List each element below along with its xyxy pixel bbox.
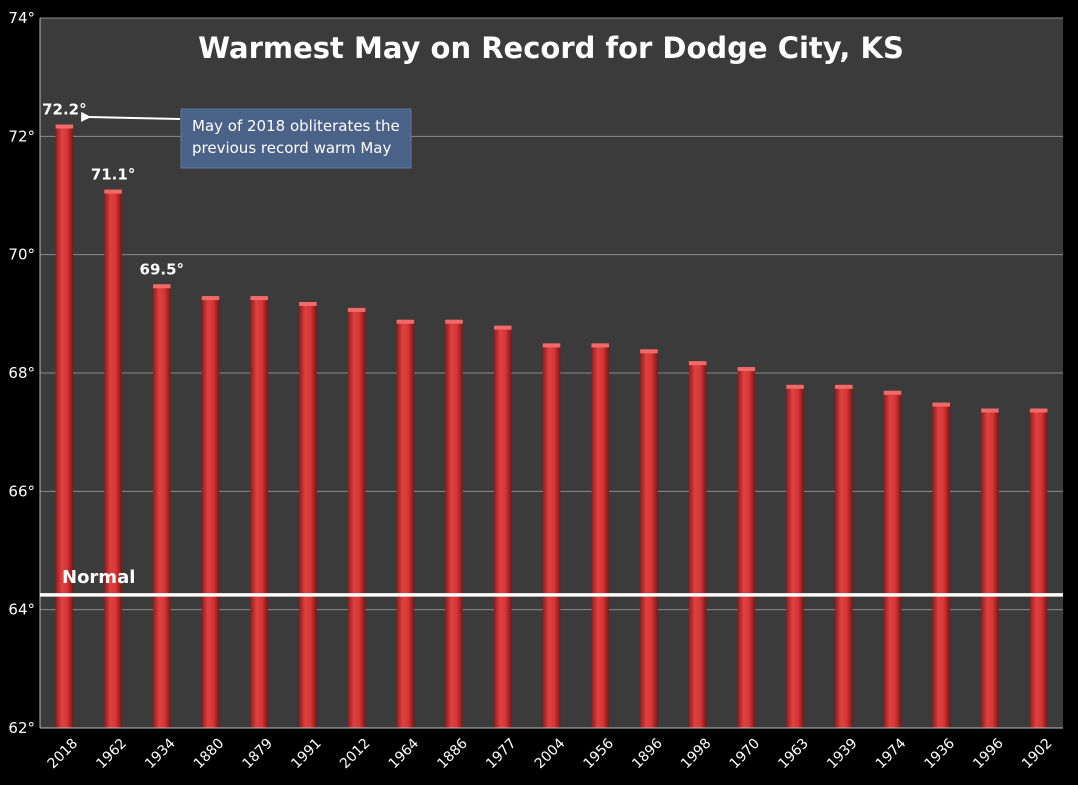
bar — [445, 319, 463, 728]
bar-top-highlight — [201, 296, 220, 301]
y-tick-label: 66° — [8, 482, 35, 500]
x-tick-label: 1977 — [483, 736, 520, 773]
bar — [250, 296, 268, 728]
bar — [883, 390, 902, 728]
normal-label: Normal — [62, 567, 135, 588]
x-tick-label: 2012 — [337, 736, 374, 773]
data-labels: 72.2° 71.1° 69.5° — [42, 101, 184, 279]
x-tick-label: 1956 — [581, 735, 618, 772]
x-tick-label: 1886 — [434, 735, 471, 772]
bar — [299, 302, 317, 728]
x-tick-label: 1970 — [727, 736, 764, 773]
x-tick-label: 2004 — [532, 735, 569, 772]
bar — [737, 367, 756, 728]
bar — [835, 384, 853, 728]
x-tick-label: 1998 — [678, 736, 715, 773]
x-tick-label: 1939 — [824, 736, 861, 773]
x-tick-label: 1991 — [288, 736, 325, 773]
x-tick-label: 1879 — [240, 736, 277, 773]
x-tick-label: 1962 — [93, 736, 130, 773]
bar — [1029, 408, 1048, 728]
bar — [153, 284, 171, 728]
bar — [542, 343, 561, 728]
bar-top-highlight — [347, 307, 366, 312]
annotation-box — [180, 108, 412, 169]
bar-top-highlight — [1029, 408, 1048, 413]
chart-title: Warmest May on Record for Dodge City, KS — [198, 31, 904, 65]
x-tick-label: 1902 — [1019, 736, 1056, 773]
y-axis: 62° 64° 66° 68° 70° 72° 74° — [8, 9, 41, 737]
bar — [494, 325, 512, 728]
x-tick-label: 2018 — [45, 736, 82, 773]
bar — [688, 361, 707, 728]
bar — [201, 296, 220, 728]
bar-top-highlight — [299, 302, 317, 306]
bar-top-highlight — [55, 124, 74, 129]
x-tick-label: 1996 — [970, 735, 1007, 772]
bar-top-highlight — [494, 325, 512, 330]
y-tick-label: 68° — [8, 364, 35, 382]
bar — [55, 124, 74, 728]
annotation-text-line-1: May of 2018 obliterates the — [192, 117, 400, 135]
bar-top-highlight — [153, 284, 171, 289]
y-tick-label: 62° — [8, 719, 35, 737]
bar — [104, 189, 122, 729]
x-tick-label: 1934 — [142, 735, 179, 772]
x-tick-label: 1974 — [873, 735, 910, 772]
bar-top-highlight — [786, 384, 804, 389]
bar-top-highlight — [688, 361, 707, 366]
x-tick-label: 1880 — [191, 736, 228, 773]
annotation-arrow — [81, 111, 181, 122]
bar-top-highlight — [883, 390, 902, 395]
bar-top-highlight — [445, 319, 463, 324]
bar — [396, 319, 415, 728]
annotation-text-line-2: previous record warm May — [192, 139, 391, 157]
bar — [981, 408, 999, 728]
bar-top-highlight — [932, 402, 950, 407]
bar-top-highlight — [737, 367, 756, 372]
x-tick-label: 1964 — [386, 735, 423, 772]
y-tick-label: 70° — [8, 246, 35, 264]
annotation: May of 2018 obliterates the previous rec… — [81, 108, 412, 169]
bar — [591, 343, 609, 728]
y-tick-label: 74° — [8, 9, 35, 27]
y-tick-label: 64° — [8, 601, 35, 619]
bar-top-highlight — [640, 349, 658, 354]
bar-top-highlight — [396, 319, 415, 324]
x-axis: 2018 1962 1934 1880 1879 1991 2012 1964 1886 1977… — [40, 727, 1063, 773]
y-tick-label: 72° — [8, 127, 35, 145]
bar-top-highlight — [104, 189, 122, 194]
bar — [640, 349, 658, 728]
data-label: 72.2° — [42, 101, 87, 119]
bar-top-highlight — [250, 296, 268, 301]
bar-top-highlight — [835, 384, 853, 389]
bar — [932, 402, 950, 728]
bar-top-highlight — [981, 408, 999, 413]
bar — [347, 307, 366, 728]
x-tick-label: 1936 — [922, 735, 959, 772]
x-tick-label: 1963 — [775, 736, 812, 773]
bar — [786, 384, 804, 728]
data-label: 71.1° — [91, 166, 136, 184]
bar-top-highlight — [591, 343, 609, 348]
bar-top-highlight — [542, 343, 561, 348]
x-tick-label: 1896 — [629, 735, 666, 772]
data-label: 69.5° — [140, 260, 185, 278]
